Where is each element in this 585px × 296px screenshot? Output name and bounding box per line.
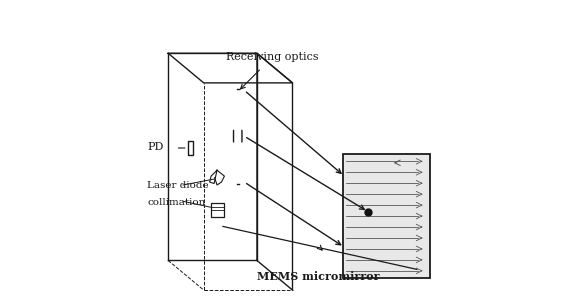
Bar [211, 203, 223, 217]
Text: Receiving optics: Receiving optics [226, 52, 318, 62]
Text: MEMS micromirror: MEMS micromirror [257, 271, 380, 282]
Bar [188, 141, 193, 155]
Text: Laser diode: Laser diode [147, 181, 209, 189]
Bar [343, 154, 430, 278]
Text: collimation: collimation [147, 198, 206, 207]
Text: PD: PD [147, 141, 164, 152]
